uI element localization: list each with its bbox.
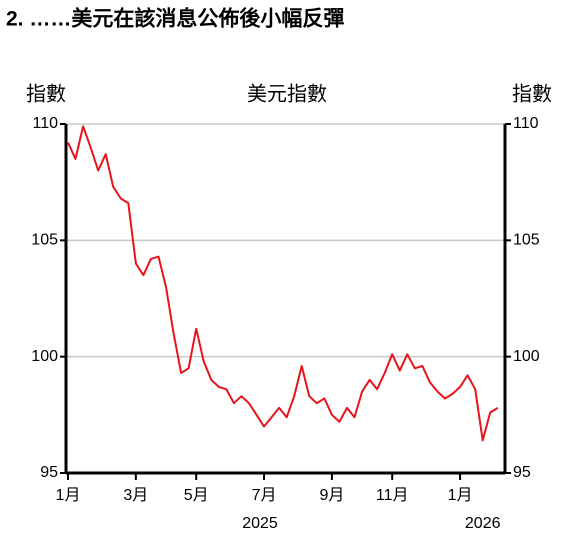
y2-axis-label: 指數 bbox=[512, 82, 552, 105]
x-tick-label: 9月 bbox=[319, 487, 344, 504]
x-tick-label: 1月 bbox=[56, 487, 81, 504]
line-series bbox=[67, 125, 499, 442]
y-tick-label: 100 bbox=[31, 348, 58, 365]
x-tick-label: 1月 bbox=[448, 487, 473, 504]
y-tick-label: 105 bbox=[31, 232, 58, 249]
x-tick-label: 3月 bbox=[123, 487, 148, 504]
y2-tick-label: 105 bbox=[513, 232, 540, 249]
y2-tick-label: 100 bbox=[513, 348, 540, 365]
y2-tick-label: 95 bbox=[513, 464, 531, 481]
chart-title: 2. ……美元在該消息公佈後小幅反彈 bbox=[6, 7, 344, 31]
y-tick-label: 110 bbox=[32, 115, 58, 132]
year-label: 2025 bbox=[242, 515, 278, 532]
x-tick-label: 5月 bbox=[184, 487, 209, 504]
y-tick-label: 95 bbox=[40, 464, 58, 481]
chart-subtitle: 美元指數 bbox=[247, 82, 327, 105]
y-axis-label: 指數 bbox=[26, 82, 66, 105]
y2-tick-label: 110 bbox=[513, 115, 539, 132]
x-tick-label: 7月 bbox=[252, 487, 277, 504]
x-tick-label: 11月 bbox=[376, 487, 409, 504]
year-label: 2026 bbox=[465, 515, 501, 532]
